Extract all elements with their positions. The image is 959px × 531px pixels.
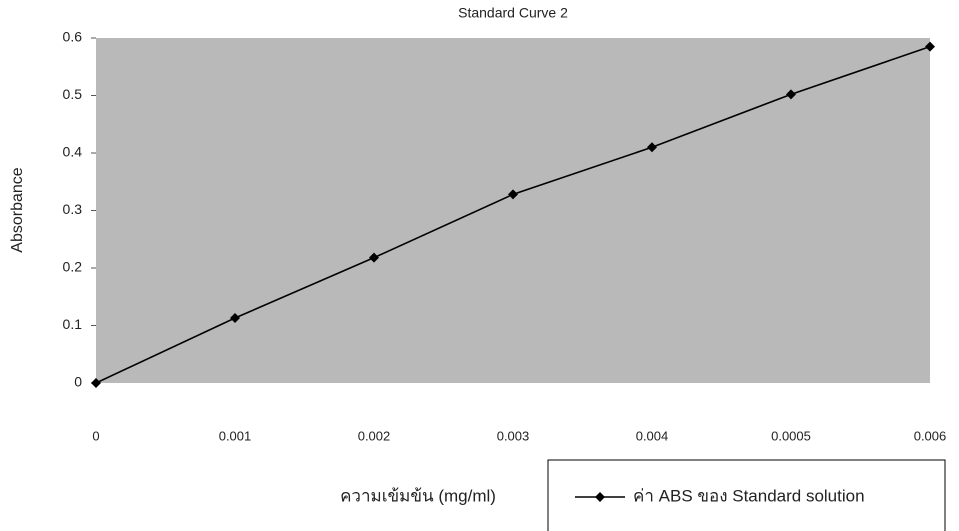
x-tick-label: 0.002 — [358, 428, 391, 443]
y-tick-label: 0.4 — [63, 144, 83, 160]
x-tick-label: 0.003 — [497, 428, 530, 443]
x-tick-label: 0.0005 — [771, 428, 811, 443]
x-tick-label: 0.006 — [914, 428, 947, 443]
y-tick-label: 0.1 — [63, 316, 83, 332]
x-tick-label: 0 — [92, 428, 99, 443]
y-tick-label: 0 — [74, 374, 82, 390]
x-tick-label: 0.004 — [636, 428, 669, 443]
page: Standard Curve 2 Absorbance ความเข้มข้น … — [0, 0, 959, 531]
y-tick-label: 0.6 — [63, 29, 83, 45]
x-tick-label: 0.001 — [219, 428, 252, 443]
y-tick-label: 0.5 — [63, 86, 83, 102]
y-tick-label: 0.3 — [63, 201, 83, 217]
x-axis-title: ความเข้มข้น (mg/ml) — [340, 486, 496, 505]
chart-title: Standard Curve 2 — [458, 5, 568, 21]
y-axis-title: Absorbance — [9, 167, 26, 252]
y-tick-label: 0.2 — [63, 259, 83, 275]
chart: Standard Curve 2 Absorbance ความเข้มข้น … — [0, 0, 959, 531]
legend-label: ค่า ABS ของ Standard solution — [633, 486, 865, 505]
